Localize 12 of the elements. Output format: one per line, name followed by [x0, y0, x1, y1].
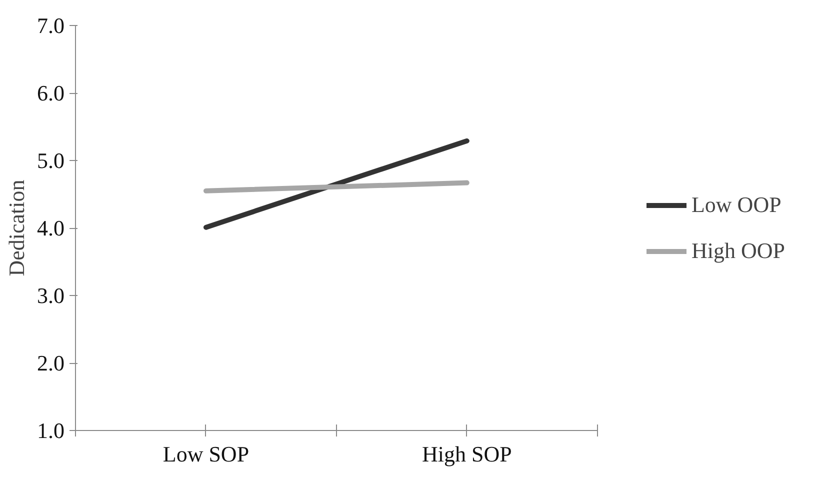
legend-label: Low OOP — [691, 192, 782, 218]
y-tick-label: 3.0 — [37, 283, 64, 308]
x-tick-label: Low SOP — [162, 442, 250, 466]
y-axis-title: Dedication — [4, 180, 29, 276]
legend-label: High OOP — [691, 238, 785, 264]
y-tick-label: 6.0 — [37, 80, 64, 106]
y-tick-label: 2.0 — [37, 350, 64, 376]
x-tick-label: High SOP — [422, 442, 512, 466]
y-tick-label: 4.0 — [37, 216, 64, 240]
y-tick-label: 7.0 — [37, 13, 64, 38]
y-tick-label: 1.0 — [37, 418, 64, 443]
y-tick-label: 5.0 — [37, 148, 64, 173]
